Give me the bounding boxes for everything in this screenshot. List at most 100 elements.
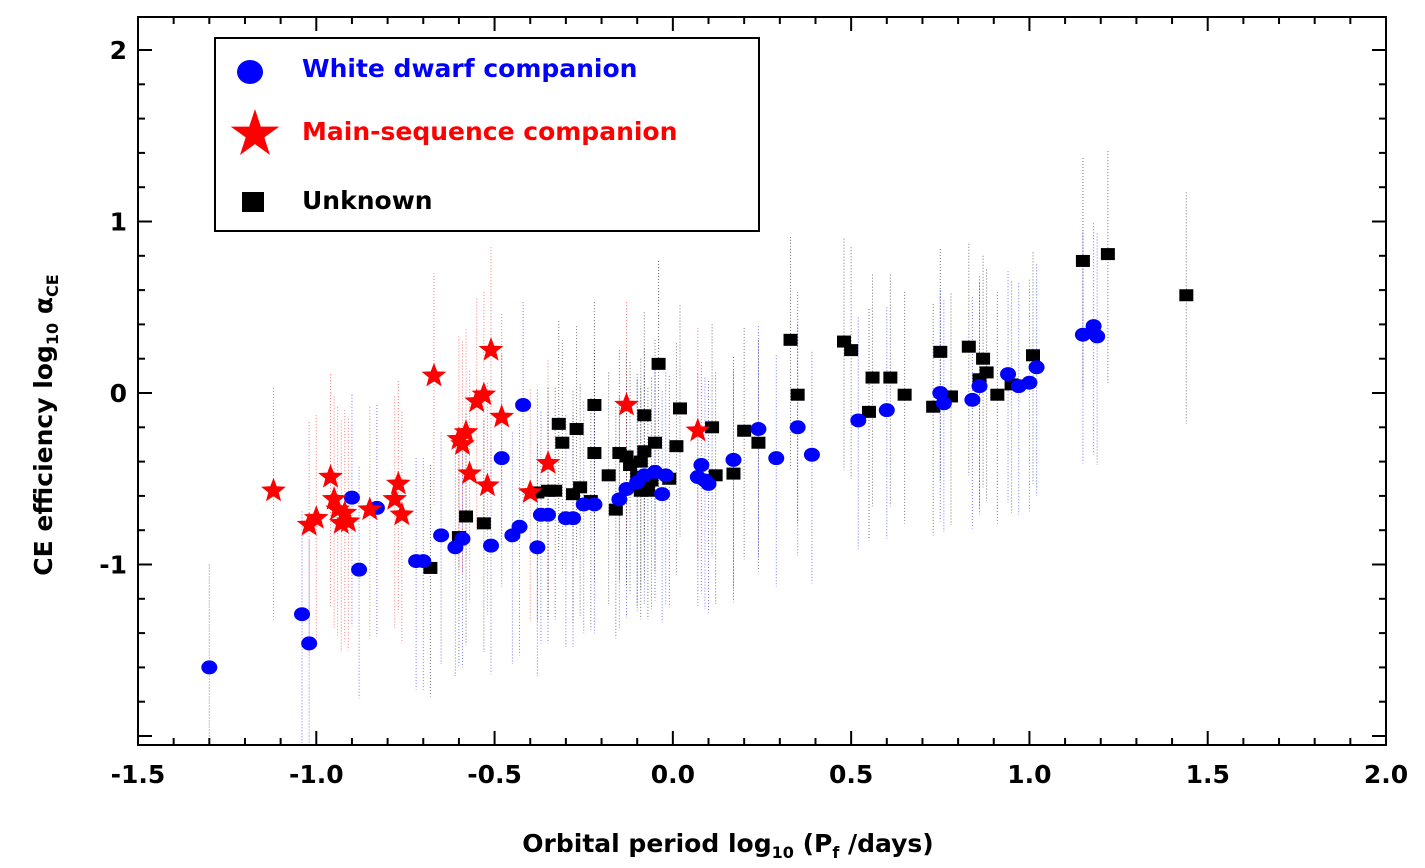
- white-dwarf-point: [750, 422, 767, 437]
- y-tick-label: 0: [110, 379, 127, 408]
- white-dwarf-point: [483, 538, 500, 553]
- unknown-point: [976, 352, 991, 365]
- main-sequence-point: [336, 508, 361, 533]
- unknown-point: [633, 455, 648, 468]
- white-dwarf-point: [725, 452, 742, 467]
- white-dwarf-point: [1000, 367, 1017, 382]
- plot-frame: [137, 16, 1387, 746]
- unknown-point: [672, 402, 687, 415]
- unknown-point: [637, 445, 652, 458]
- main-sequence-point: [421, 362, 447, 387]
- white-dwarf-point: [964, 392, 981, 407]
- white-dwarf-point: [343, 490, 360, 505]
- unknown-point: [476, 517, 491, 530]
- unknown-point: [790, 388, 805, 401]
- main-sequence-point: [296, 512, 322, 536]
- white-dwarf-point: [1028, 360, 1045, 375]
- error-bars: [208, 151, 1187, 743]
- x-tick-label: 2.0: [1364, 760, 1408, 789]
- y-axis-title: CE efficiency log10 αCE: [29, 274, 62, 575]
- main-sequence-point: [332, 500, 358, 524]
- unknown-point: [640, 484, 655, 497]
- unknown-point: [569, 423, 584, 436]
- x-tick-label: -1.5: [111, 760, 166, 789]
- legend-unknown-label: Unknown: [302, 186, 433, 215]
- main-sequence-point: [325, 496, 350, 521]
- unknown-point: [990, 388, 1005, 401]
- main-sequence-point: [464, 388, 490, 413]
- main-sequence-point: [318, 464, 343, 488]
- white-dwarf-point: [201, 660, 218, 675]
- white-dwarf-point: [700, 476, 717, 491]
- white-dwarf-point: [294, 607, 311, 622]
- white-dwarf-point: [611, 492, 628, 507]
- unknown-point: [737, 424, 752, 437]
- x-tick-label: 1.0: [1007, 760, 1051, 789]
- white-dwarf-point: [803, 447, 820, 462]
- unknown-point: [726, 467, 741, 480]
- y-tick-label: 2: [110, 36, 127, 65]
- x-axis-title: Orbital period log10 (Pf /days): [522, 829, 933, 862]
- unknown-point: [587, 399, 602, 412]
- white-dwarf-point: [351, 562, 368, 577]
- unknown-point: [844, 344, 859, 357]
- unknown-point: [979, 366, 994, 379]
- unknown-point: [608, 503, 623, 516]
- y-tick-label: 1: [110, 208, 127, 237]
- x-tick-label: 1.5: [1186, 760, 1230, 789]
- legend: White dwarf companion Main-sequence comp…: [214, 37, 760, 232]
- unknown-point: [961, 340, 976, 353]
- unknown-point: [459, 510, 474, 523]
- unknown-point: [648, 436, 663, 449]
- unknown-point: [861, 405, 876, 418]
- x-tick-label: 0.0: [651, 760, 695, 789]
- unknown-point: [1179, 289, 1194, 302]
- unknown-point: [551, 417, 566, 430]
- main-sequence-point: [357, 496, 383, 521]
- x-tick-label: -1.0: [289, 760, 344, 789]
- white-dwarf-point: [768, 451, 785, 466]
- x-tick-label: 0.5: [829, 760, 873, 789]
- unknown-point: [623, 459, 638, 472]
- main-sequence-point: [471, 381, 497, 406]
- white-dwarf-point: [850, 413, 867, 428]
- main-sequence-point: [328, 510, 354, 534]
- legend-white-dwarf-marker: [237, 60, 263, 84]
- white-dwarf-point: [301, 636, 318, 651]
- white-dwarf-point: [454, 531, 471, 546]
- white-dwarf-point: [1089, 329, 1106, 344]
- main-sequence-point: [535, 450, 561, 474]
- y-tick-label: -1: [99, 551, 127, 580]
- unknown-point: [573, 481, 588, 494]
- main-sequence-point: [457, 460, 482, 485]
- white-dwarf-point: [565, 511, 582, 526]
- white-dwarf-point: [971, 379, 988, 394]
- legend-box: [214, 37, 760, 232]
- unknown-point: [933, 345, 948, 358]
- white-dwarf-point: [657, 468, 674, 483]
- main-sequence-point: [614, 392, 639, 416]
- unknown-point: [651, 357, 666, 370]
- main-sequence-point: [478, 337, 504, 361]
- white-dwarf-point: [935, 396, 952, 411]
- unknown-point: [783, 333, 798, 346]
- unknown-point: [897, 388, 912, 401]
- unknown-point: [601, 469, 616, 482]
- main-sequence-point: [389, 501, 415, 526]
- main-sequence-point: [261, 477, 286, 502]
- main-sequence-point: [385, 470, 411, 495]
- unknown-point: [883, 371, 898, 384]
- white-dwarf-point: [878, 403, 895, 418]
- unknown-point: [548, 484, 563, 497]
- tick-labels: -1.5 -1.0 -0.5 0.0 0.5 1.0 1.5 2.0 -1 0 1 2: [99, 36, 1408, 789]
- white-dwarf-point: [693, 458, 710, 473]
- main-sequence-point: [453, 419, 479, 443]
- main-sequence-point: [475, 472, 500, 497]
- unknown-point: [669, 440, 684, 453]
- main-sequence-point: [517, 479, 543, 503]
- white-dwarf-point: [1074, 327, 1091, 342]
- unknown-point: [1025, 349, 1040, 362]
- legend-main-sequence-label: Main-sequence companion: [302, 117, 677, 146]
- main-sequence-point: [321, 486, 347, 510]
- x-tick-label: -0.5: [467, 760, 522, 789]
